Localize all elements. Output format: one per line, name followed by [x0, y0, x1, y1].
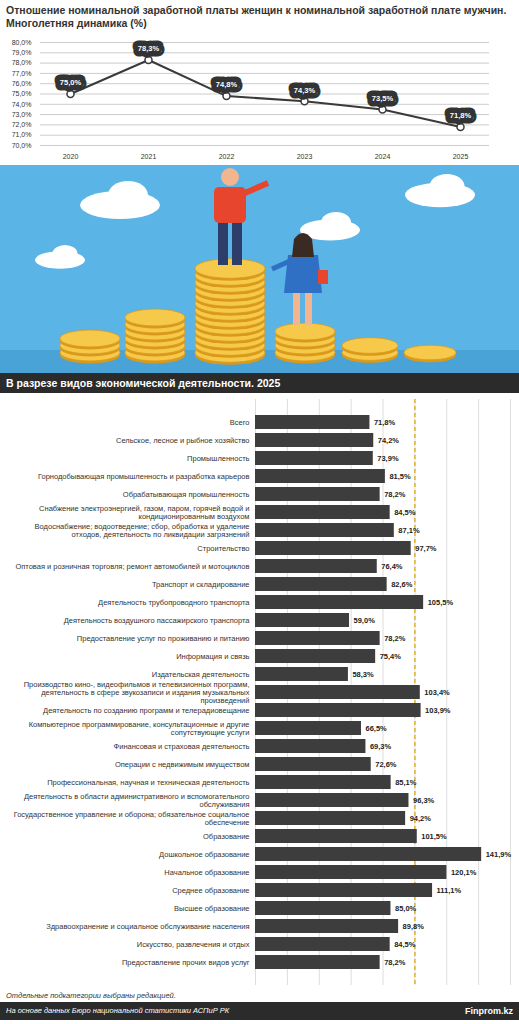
svg-text:2021: 2021 — [141, 153, 157, 160]
svg-text:58,3%: 58,3% — [352, 670, 374, 679]
svg-text:Промышленность: Промышленность — [187, 454, 249, 463]
html-text:Отдельные подкатегории выбраны: Отдельные подкатегории выбраны редакцией… — [6, 991, 176, 1000]
svg-text:Профессиональная, научная и те: Профессиональная, научная и техническая … — [47, 778, 249, 787]
svg-text:79,0%: 79,0% — [12, 49, 32, 56]
svg-text:78,2%: 78,2% — [384, 634, 406, 643]
svg-text:74,0%: 74,0% — [12, 101, 32, 108]
svg-text:Деятельность воздушного пассаж: Деятельность воздушного пассажирского тр… — [64, 616, 251, 625]
svg-text:Производство кино-, видеофильм: Производство кино-, видеофильмов и телев… — [24, 680, 250, 705]
svg-text:Среднее образование: Среднее образование — [172, 886, 249, 895]
svg-text:85,1%: 85,1% — [395, 778, 417, 787]
svg-text:Сельское, лесное и рыбное хозя: Сельское, лесное и рыбное хозяйство — [116, 436, 250, 445]
svg-text:71,8%: 71,8% — [450, 111, 472, 120]
svg-text:73,0%: 73,0% — [12, 111, 32, 118]
svg-text:Дошкольное образование: Дошкольное образование — [159, 850, 249, 859]
svg-text:Информация и связь: Информация и связь — [176, 652, 249, 661]
svg-text:87,1%: 87,1% — [398, 526, 420, 535]
svg-text:Деятельность по созданию прогр: Деятельность по созданию программ и теле… — [43, 706, 249, 715]
svg-text:Оптовая и розничная торговля;: Оптовая и розничная торговля; ремонт авт… — [15, 562, 249, 571]
svg-text:Образование: Образование — [203, 832, 250, 841]
svg-text:84,5%: 84,5% — [394, 940, 416, 949]
svg-text:74,2%: 74,2% — [378, 436, 400, 445]
svg-text:2025: 2025 — [453, 153, 469, 160]
svg-text:Водоснабжение; водоотведение;: Водоснабжение; водоотведение; сбор, обра… — [35, 522, 250, 539]
svg-text:73,9%: 73,9% — [377, 454, 399, 463]
svg-text:75,0%: 75,0% — [60, 78, 82, 87]
svg-text:Горнодобывающая промышленность: Горнодобывающая промышленность и разрабо… — [38, 472, 250, 481]
svg-text:Финансовая и страховая деятель: Финансовая и страховая деятельность — [114, 742, 250, 751]
svg-text:94,2%: 94,2% — [410, 814, 432, 823]
svg-text:111,1%: 111,1% — [437, 886, 462, 895]
svg-text:75,0%: 75,0% — [12, 90, 32, 97]
svg-text:89,8%: 89,8% — [403, 922, 425, 931]
svg-text:78,2%: 78,2% — [384, 490, 406, 499]
svg-text:74,8%: 74,8% — [216, 80, 238, 89]
svg-text:66,5%: 66,5% — [365, 724, 387, 733]
svg-text:Деятельность трубопроводного т: Деятельность трубопроводного транспорта — [98, 598, 250, 607]
svg-text:75,4%: 75,4% — [380, 652, 402, 661]
svg-text:78,0%: 78,0% — [12, 59, 32, 66]
svg-text:Начальное образование: Начальное образование — [164, 868, 249, 877]
svg-text:101,5%: 101,5% — [421, 832, 447, 841]
html-text:Отношение номинальной заработн: Отношение номинальной заработной платы ж… — [6, 4, 507, 29]
svg-text:Снабжение электроэнергией, газ: Снабжение электроэнергией, газом, паром,… — [39, 504, 249, 521]
svg-text:2023: 2023 — [297, 153, 313, 160]
svg-text:2024: 2024 — [375, 153, 391, 160]
svg-text:Деятельность в области админис: Деятельность в области административного… — [24, 792, 250, 809]
svg-text:81,5%: 81,5% — [389, 472, 411, 481]
svg-text:120,1%: 120,1% — [451, 868, 477, 877]
svg-text:141,9%: 141,9% — [486, 850, 512, 859]
svg-text:Строительство: Строительство — [197, 544, 249, 553]
svg-text:Транспорт и складирование: Транспорт и складирование — [152, 580, 250, 589]
svg-text:Государственное управление и о: Государственное управление и оборона; об… — [14, 810, 250, 827]
svg-text:2022: 2022 — [219, 153, 235, 160]
svg-text:97,7%: 97,7% — [415, 544, 437, 553]
svg-text:Всего: Всего — [230, 418, 250, 427]
svg-text:Компьютерное программирование,: Компьютерное программирование, консульта… — [29, 720, 250, 737]
svg-text:Высшее образование: Высшее образование — [174, 904, 249, 913]
svg-text:73,5%: 73,5% — [372, 94, 394, 103]
html-text:На основе данных Бюро национал: На основе данных Бюро национальной стати… — [6, 1006, 230, 1015]
svg-text:82,6%: 82,6% — [391, 580, 413, 589]
svg-text:80,0%: 80,0% — [12, 39, 32, 46]
html-text:В разрезе видов экономической: В разрезе видов экономической деятельнос… — [6, 377, 281, 389]
svg-text:72,0%: 72,0% — [12, 121, 32, 128]
svg-text:96,3%: 96,3% — [413, 796, 435, 805]
svg-text:Предоставление прочих видов ус: Предоставление прочих видов услуг — [122, 958, 250, 967]
svg-text:84,5%: 84,5% — [394, 508, 416, 517]
svg-text:74,3%: 74,3% — [294, 86, 316, 95]
svg-text:69,3%: 69,3% — [370, 742, 392, 751]
svg-text:103,4%: 103,4% — [424, 688, 450, 697]
svg-text:Здравоохранение и социальное о: Здравоохранение и социальное обслуживани… — [46, 922, 249, 931]
svg-text:71,0%: 71,0% — [12, 131, 32, 138]
svg-text:71,8%: 71,8% — [374, 418, 396, 427]
svg-text:Предоставление услуг по прожив: Предоставление услуг по проживанию и пит… — [77, 634, 250, 643]
svg-text:78,3%: 78,3% — [138, 44, 160, 53]
svg-text:76,4%: 76,4% — [381, 562, 403, 571]
svg-text:103,9%: 103,9% — [425, 706, 451, 715]
svg-text:85,0%: 85,0% — [395, 904, 417, 913]
svg-text:Обрабатывающая промышленность: Обрабатывающая промышленность — [123, 490, 250, 499]
svg-text:2020: 2020 — [63, 153, 79, 160]
svg-text:Операции с недвижимым имуществ: Операции с недвижимым имуществом — [115, 760, 250, 769]
svg-text:59,0%: 59,0% — [354, 616, 376, 625]
svg-text:76,0%: 76,0% — [12, 80, 32, 87]
svg-text:105,5%: 105,5% — [428, 598, 454, 607]
svg-text:Издательская деятельность: Издательская деятельность — [152, 670, 250, 679]
html-text:Finprom.kz: Finprom.kz — [465, 1006, 513, 1016]
svg-text:72,6%: 72,6% — [375, 760, 397, 769]
svg-text:Искусство, развлечения и отдых: Искусство, развлечения и отдых — [137, 940, 250, 949]
svg-text:70,0%: 70,0% — [12, 142, 32, 149]
svg-text:78,2%: 78,2% — [384, 958, 406, 967]
svg-text:77,0%: 77,0% — [12, 70, 32, 77]
